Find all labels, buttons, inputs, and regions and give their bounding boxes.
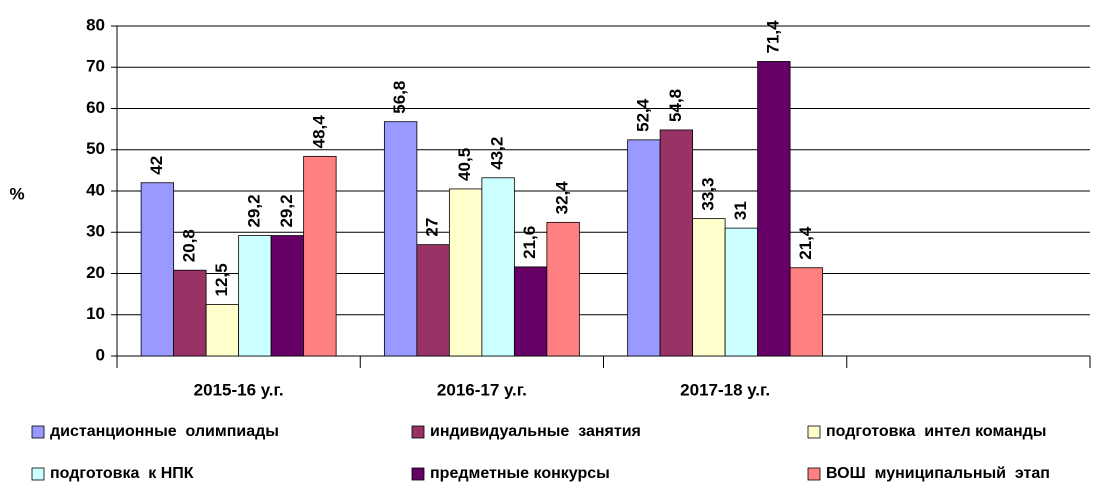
bar: [757, 61, 791, 357]
bar: [481, 177, 515, 357]
data-label: 21,4: [796, 226, 815, 260]
data-label: 71,4: [763, 20, 782, 54]
legend-label: ВОШ муниципальный этап: [826, 465, 1050, 482]
legend-label: индивидуальные занятия: [430, 423, 641, 440]
data-label: 29,2: [244, 194, 263, 227]
data-label: 40,5: [455, 148, 474, 181]
bar: [448, 188, 483, 357]
y-tick-label: 0: [96, 345, 105, 364]
y-tick-label: 50: [86, 139, 105, 158]
bar: [546, 221, 580, 357]
y-axis-label: %: [9, 184, 24, 203]
x-tick-label: 2017-18 у.г.: [680, 380, 770, 399]
bar: [789, 267, 824, 357]
data-label: 29,2: [277, 194, 296, 227]
legend-label: подготовка к НПК: [50, 465, 194, 482]
legend-swatch: [807, 467, 821, 481]
legend-label: подготовка интел команды: [826, 423, 1046, 440]
bar: [238, 235, 272, 357]
y-tick-label: 80: [86, 15, 105, 34]
bar: [270, 235, 305, 357]
bar: [383, 121, 418, 357]
data-label: 52,4: [633, 98, 652, 132]
bar: [627, 139, 661, 357]
data-label: 43,2: [488, 137, 507, 170]
y-tick-label: 60: [86, 98, 105, 117]
data-label: 56,8: [390, 81, 409, 114]
bar: [659, 129, 694, 357]
bar: [416, 244, 450, 357]
y-tick-label: 10: [86, 304, 105, 323]
y-tick-label: 20: [86, 263, 105, 282]
data-label: 12,5: [212, 263, 231, 296]
bar: [205, 304, 240, 357]
legend-swatch: [31, 425, 45, 439]
data-label: 20,8: [179, 229, 198, 262]
bar: [692, 218, 726, 357]
bar: [303, 155, 337, 357]
legend-label: предметные конкурсы: [430, 465, 610, 482]
legend-swatch: [411, 467, 425, 481]
data-label: 21,6: [520, 226, 539, 259]
bar: [173, 269, 207, 357]
bar: [724, 227, 759, 357]
data-label: 33,3: [698, 178, 717, 211]
legend-swatch: [807, 425, 821, 439]
legend-label: дистанционные олимпиады: [50, 423, 279, 440]
y-tick-label: 30: [86, 222, 105, 241]
data-label: 54,8: [666, 89, 685, 122]
legend-swatch: [31, 467, 45, 481]
bar: [140, 182, 175, 357]
data-label: 32,4: [553, 181, 572, 215]
x-tick-label: 2015-16 у.г.: [194, 380, 284, 399]
bar: [513, 266, 548, 357]
x-tick-label: 2016-17 у.г.: [437, 380, 527, 399]
y-tick-label: 40: [86, 180, 105, 199]
data-label: 27: [423, 218, 442, 237]
data-label: 42: [147, 156, 166, 175]
data-label: 31: [731, 201, 750, 220]
legend-swatch: [411, 425, 425, 439]
y-tick-label: 70: [86, 57, 105, 76]
data-label: 48,4: [309, 115, 328, 149]
